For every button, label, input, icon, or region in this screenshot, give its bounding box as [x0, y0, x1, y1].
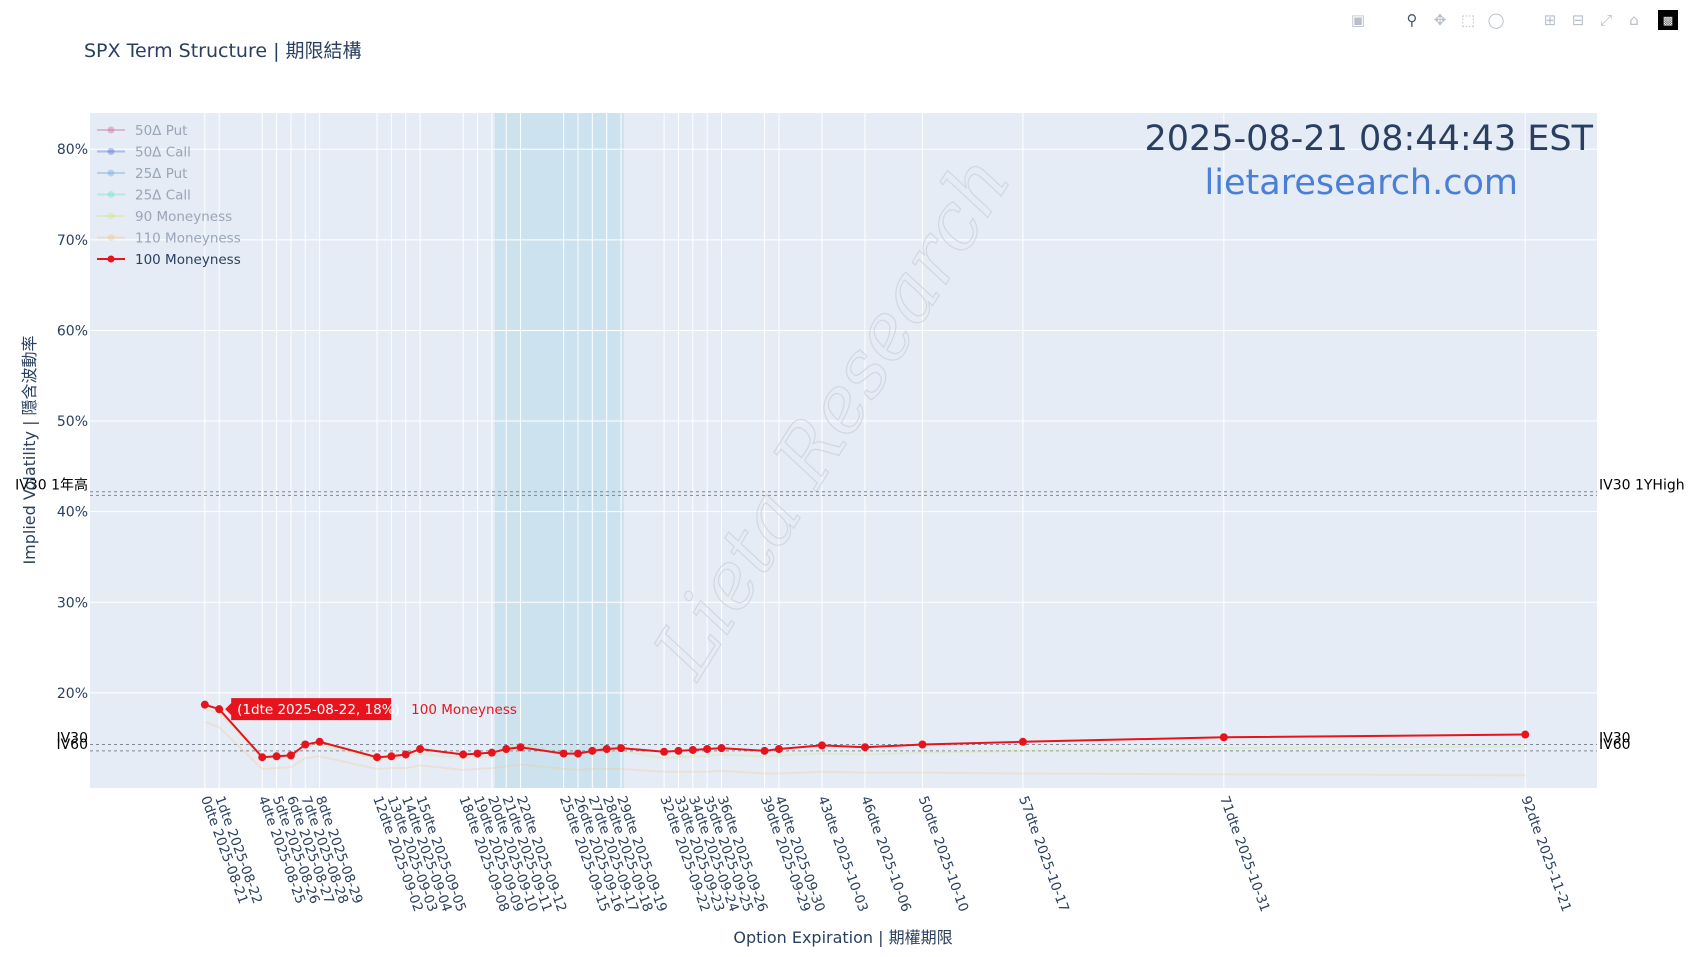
data-point — [573, 749, 582, 758]
x-tick-label: 50dte 2025-10-10 — [915, 794, 972, 914]
data-point — [258, 753, 267, 762]
hover-series-name: 100 Moneyness — [411, 702, 517, 718]
y-tick-label: 40% — [57, 505, 88, 521]
data-point — [416, 745, 425, 754]
data-point — [459, 750, 468, 759]
legend-item-label: 90 Moneyness — [135, 209, 232, 225]
plot-area[interactable] — [90, 113, 1597, 788]
legend-item-label: 50Δ Put — [135, 123, 187, 139]
legend-item-label: 110 Moneyness — [135, 231, 241, 247]
data-point — [502, 745, 511, 754]
data-point — [617, 744, 626, 753]
legend[interactable]: 50Δ Put 50Δ Call 25Δ Put 25Δ Call 90 Moneyne… — [97, 123, 241, 268]
camera-icon[interactable]: ▣ — [1350, 11, 1366, 29]
data-point — [861, 743, 870, 752]
reference-line-label-left: IV30 1年高 — [15, 477, 88, 494]
y-tick-label: 20% — [57, 686, 88, 702]
data-point — [660, 747, 669, 756]
reference-line-label-right: IV60 — [1599, 737, 1631, 753]
x-tick-label: 92dte 2025-11-21 — [1517, 794, 1574, 914]
data-point — [774, 745, 783, 754]
legend-item-label: 100 Moneyness — [135, 252, 241, 268]
legend-item-label: 25Δ Call — [135, 188, 191, 204]
legend-marker — [107, 234, 115, 241]
data-point — [559, 749, 568, 758]
data-point — [1219, 733, 1228, 742]
data-point — [286, 751, 295, 760]
hover-box — [225, 698, 392, 721]
hover-label: (1dte 2025-08-22, 18%) — [237, 702, 400, 718]
legend-marker — [107, 169, 115, 177]
reference-line-label-right: IV30 1YHigh — [1599, 478, 1685, 494]
series-lines — [200, 700, 1530, 777]
legend-item-label: 50Δ Call — [135, 145, 191, 161]
chart-title: SPX Term Structure | 期限結構 — [84, 40, 362, 62]
data-point — [315, 737, 324, 746]
series-line-faded — [204, 720, 1526, 777]
data-point — [817, 741, 826, 750]
data-point — [717, 744, 726, 753]
data-point — [272, 752, 281, 761]
legend-item-label: 25Δ Put — [135, 166, 187, 182]
x-tick-label: 57dte 2025-10-17 — [1015, 794, 1072, 914]
data-point — [760, 746, 769, 755]
y-axis-label: Implied Volatility | 隱含波動率 — [20, 335, 39, 564]
legend-marker — [107, 126, 115, 134]
website-annotation: lietaresearch.com — [1205, 163, 1518, 203]
data-point — [688, 745, 697, 754]
reference-line-label-left: IV60 — [56, 737, 88, 753]
data-point — [215, 705, 224, 714]
y-tick-label: 70% — [57, 233, 88, 249]
data-point — [401, 750, 410, 759]
gridlines — [90, 113, 1597, 788]
shaded-region-layer — [494, 113, 624, 788]
data-point — [516, 743, 525, 752]
data-point — [1521, 730, 1530, 739]
plotly-logo-icon[interactable]: ▩ — [1658, 10, 1678, 30]
data-point — [387, 752, 396, 761]
shaded-region — [494, 113, 624, 788]
zoom-in-icon[interactable]: ⊞ — [1543, 11, 1557, 29]
y-tick-label: 30% — [57, 595, 88, 611]
y-tick-label: 80% — [57, 142, 88, 158]
legend-marker — [107, 191, 115, 198]
y-tick-label: 50% — [57, 414, 88, 430]
pan-icon[interactable]: ✥ — [1433, 11, 1447, 29]
data-point — [487, 748, 496, 757]
box-select-icon[interactable]: ⬚ — [1460, 11, 1476, 29]
reference-line-label-left: IV30 — [56, 731, 88, 747]
data-point — [373, 753, 382, 762]
legend-marker — [107, 255, 115, 263]
modebar: ▣ ⚲ ✥ ⬚ ◯ ⊞ ⊟ ⤢ ⌂ ▩ — [1348, 10, 1678, 30]
data-point — [200, 700, 209, 709]
timestamp-annotation: 2025-08-21 08:44:43 EST — [1144, 119, 1593, 159]
reference-line-label-right: IV30 — [1599, 731, 1631, 747]
data-point — [1018, 737, 1027, 746]
zoom-icon[interactable]: ⚲ — [1406, 11, 1418, 29]
data-point — [602, 745, 611, 754]
data-point — [703, 745, 712, 754]
hover-tooltip: (1dte 2025-08-22, 18%) 100 Moneyness — [225, 698, 517, 721]
data-point — [301, 740, 310, 749]
legend-marker — [107, 212, 115, 220]
x-tick-label: 71dte 2025-10-31 — [1216, 794, 1273, 914]
autoscale-icon[interactable]: ⤢ — [1599, 11, 1612, 29]
y-tick-label: 60% — [57, 323, 88, 339]
x-axis-label: Option Expiration | 期權期限 — [733, 928, 952, 947]
lasso-icon[interactable]: ◯ — [1487, 11, 1505, 29]
legend-marker — [107, 148, 115, 155]
data-point — [473, 749, 482, 758]
series-line-100-Moneyness — [204, 703, 1526, 759]
y-axis-ticks: 20% 30% 40% 50% 60% 70% 80% — [57, 142, 88, 702]
home-icon[interactable]: ⌂ — [1629, 11, 1639, 29]
data-point — [588, 746, 597, 755]
zoom-out-icon[interactable]: ⊟ — [1571, 11, 1585, 29]
data-point — [674, 746, 683, 755]
data-point — [918, 740, 927, 749]
